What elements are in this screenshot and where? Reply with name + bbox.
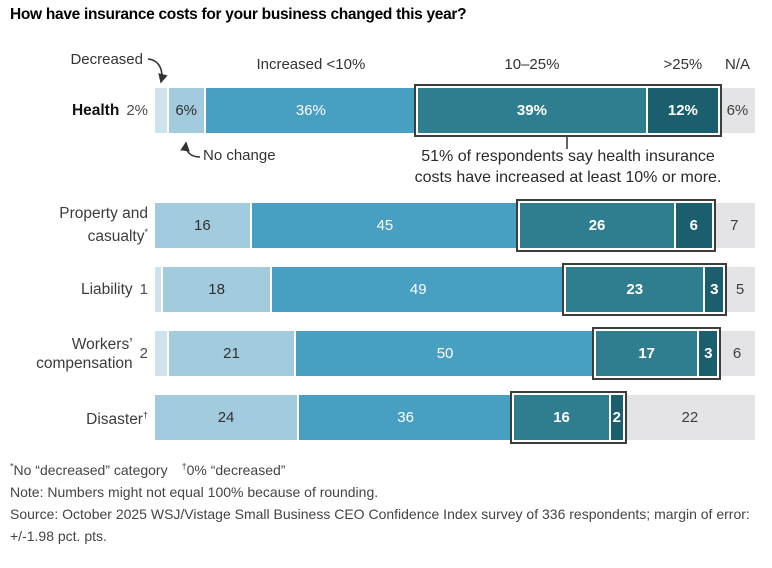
- segment-na: 5: [725, 267, 755, 312]
- segment-decreased: [155, 88, 167, 133]
- row-label-property-and-casualty: Property and casualty*: [0, 203, 148, 248]
- segment-no_change: 16: [155, 203, 250, 248]
- row-label-workers-compensation: Workers’ compensation 2: [0, 331, 148, 376]
- segment-increased_gt_25: 6: [676, 203, 712, 248]
- row-label-text: Liability: [80, 281, 133, 298]
- footnotes: *No “decreased” category †0% “decreased” …: [10, 455, 758, 547]
- category-header-2: >25%: [663, 56, 703, 73]
- row-label-text: Disaster†: [86, 409, 148, 429]
- callout-annotation: 51% of respondents say health insurance …: [387, 146, 749, 188]
- segment-increased_gt_25: 3: [699, 331, 718, 376]
- segment-increased_gt_25: 3: [705, 267, 724, 312]
- bar-workers-compensation: 21 50 17 3 6: [155, 327, 755, 380]
- segment-na: 7: [713, 203, 755, 248]
- bar-liability: 18 49 23 3 5: [155, 263, 755, 316]
- footnote-note: Note: Numbers might not equal 100% becau…: [10, 483, 379, 500]
- segment-no_change: 6%: [168, 88, 204, 133]
- segment-na: 6%: [719, 88, 755, 133]
- segment-no_change: 18: [162, 267, 271, 312]
- segment-increased_10_25: 17: [596, 331, 698, 376]
- legend-label-no-change: No change: [203, 147, 276, 164]
- row-label-liability: Liability 1: [0, 267, 148, 312]
- row-label-health: Health 2%: [0, 88, 148, 133]
- segment-no_change: 21: [168, 331, 295, 376]
- row-label-text: Workers’ compensation: [36, 335, 133, 372]
- category-header-0: Increased <10%: [256, 56, 366, 73]
- callout-line-1: 51% of respondents say health insurance: [421, 148, 715, 165]
- segment-increased_10_25: 39%: [418, 88, 646, 133]
- segment-na: 22: [624, 395, 755, 440]
- segment-increased_lt_10: 50: [296, 331, 595, 376]
- segment-increased_10_25: 16: [514, 395, 609, 440]
- segment-decreased: [155, 331, 167, 376]
- callout-line-2: costs have increased at least 10% or mor…: [414, 169, 722, 186]
- decreased-value: 1: [139, 281, 148, 298]
- bar-property-and-casualty: 16 45 26 6 7: [155, 199, 755, 252]
- segment-increased_gt_25: 12%: [647, 88, 718, 133]
- bar-disaster: 24 36 16 2 22: [155, 391, 755, 444]
- category-header-3: N/A: [724, 56, 750, 73]
- segment-increased_lt_10: 49: [272, 267, 565, 312]
- segment-increased_10_25: 26: [520, 203, 675, 248]
- category-header-1: 10–25%: [504, 56, 560, 73]
- category-headers: Increased <10% 10–25% >25% N/A: [155, 56, 755, 76]
- segment-no_change: 24: [155, 395, 298, 440]
- segment-increased_10_25: 23: [566, 267, 704, 312]
- decreased-value: 2%: [126, 102, 148, 119]
- segment-increased_lt_10: 36%: [205, 88, 417, 133]
- footnote-categories: *No “decreased” category †0% “decreased”: [10, 461, 286, 478]
- segment-increased_gt_25: 2: [610, 395, 623, 440]
- legend-label-decreased: Decreased: [70, 51, 143, 68]
- footnote-source: Source: October 2025 WSJ/Vistage Small B…: [10, 505, 750, 544]
- page-title: How have insurance costs for your busine…: [10, 6, 467, 23]
- segment-increased_lt_10: 45: [251, 203, 519, 248]
- bar-health: 6% 36% 39% 12% 6%: [155, 84, 755, 137]
- segment-na: 6: [719, 331, 755, 376]
- segment-decreased: [155, 267, 161, 312]
- segment-increased_lt_10: 36: [299, 395, 513, 440]
- decreased-value: 2: [139, 345, 148, 362]
- row-label-disaster: Disaster†: [0, 395, 148, 440]
- row-label-text: Health: [71, 102, 120, 119]
- row-label-text: Property and casualty*: [59, 205, 148, 246]
